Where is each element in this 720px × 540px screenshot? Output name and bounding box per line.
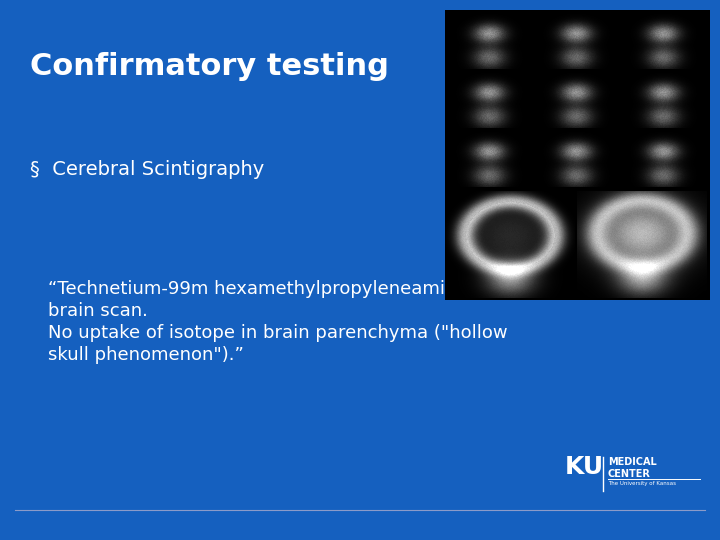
- Text: “Technetium-99m hexamethylpropyleneamineoxime: “Technetium-99m hexamethylpropyleneamine…: [48, 280, 523, 298]
- Text: C: C: [580, 191, 585, 197]
- Text: §  Cerebral Scintigraphy: § Cerebral Scintigraphy: [30, 160, 264, 179]
- Text: KU: KU: [565, 455, 604, 479]
- Text: A: A: [448, 12, 453, 18]
- Bar: [445, 10, 710, 300]
- Text: brain scan.: brain scan.: [48, 302, 148, 320]
- Text: MEDICAL: MEDICAL: [608, 457, 657, 467]
- Text: B: B: [448, 191, 453, 197]
- Text: CENTER: CENTER: [608, 469, 651, 479]
- Text: skull phenomenon").”: skull phenomenon").”: [48, 346, 244, 364]
- Text: The University of Kansas: The University of Kansas: [608, 481, 676, 486]
- Text: Confirmatory testing: Confirmatory testing: [30, 52, 389, 81]
- Text: No uptake of isotope in brain parenchyma ("hollow: No uptake of isotope in brain parenchyma…: [48, 324, 508, 342]
